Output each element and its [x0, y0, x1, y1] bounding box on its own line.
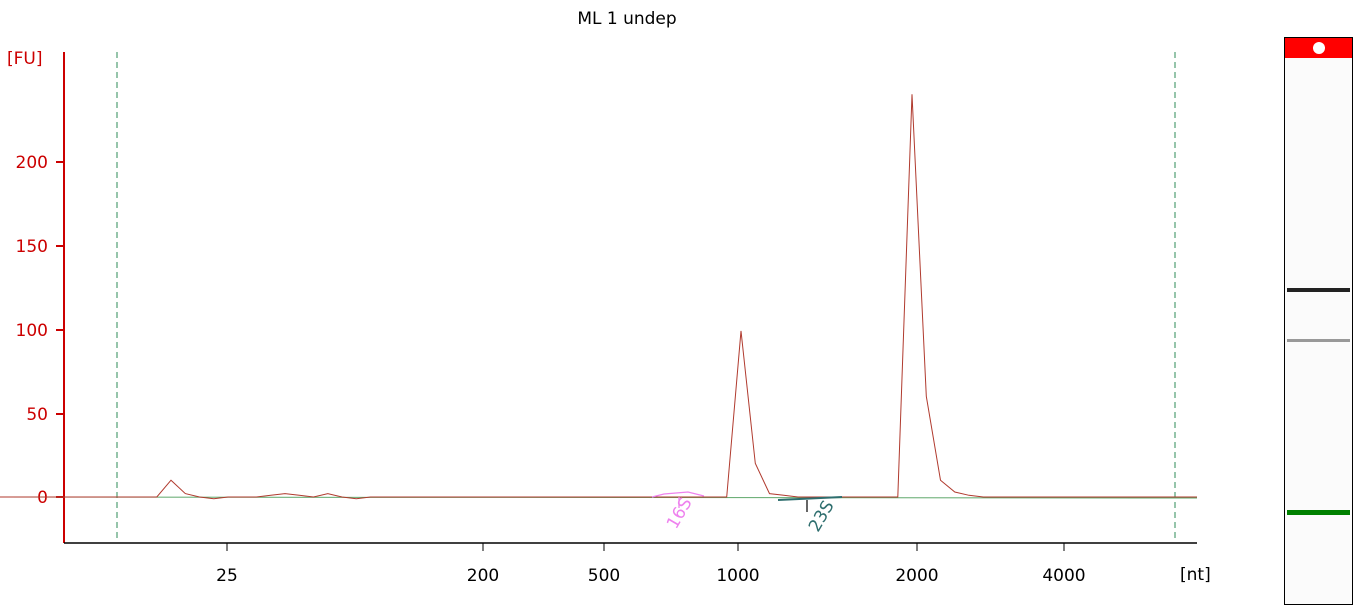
y-tick-label: 50	[26, 405, 48, 425]
gel-band-16s	[1287, 339, 1350, 342]
gel-marker-icon	[1313, 42, 1325, 54]
x-tick-label: 25	[216, 566, 238, 586]
y-tick-label: 150	[16, 237, 48, 257]
y-axis-unit: [FU]	[7, 49, 43, 69]
x-ticks: 25 200 500 1000 2000 4000	[216, 543, 1086, 586]
chart-title: ML 1 undep	[577, 9, 676, 29]
gel-band-marker	[1287, 510, 1350, 515]
x-tick-label: 1000	[716, 566, 759, 586]
23s-peak-baseline	[777, 496, 843, 501]
y-ticks: 0 50 100 150 200	[16, 153, 64, 508]
x-tick-label: 2000	[895, 566, 938, 586]
y-tick-label: 200	[16, 153, 48, 173]
16s-peak-baseline	[651, 491, 705, 498]
gel-marker-band	[1285, 38, 1352, 58]
y-tick-label: 0	[37, 488, 48, 508]
signal-trace	[0, 94, 1197, 500]
gel-lane	[1284, 37, 1353, 605]
x-tick-label: 4000	[1042, 566, 1085, 586]
16s-label: 16S	[663, 494, 697, 532]
gel-band-23s	[1287, 288, 1350, 292]
x-tick-label: 500	[588, 566, 620, 586]
23s-label: 23S	[805, 497, 839, 535]
y-tick-label: 100	[16, 321, 48, 341]
x-axis-unit: [nt]	[1180, 565, 1211, 585]
x-tick-label: 200	[467, 566, 499, 586]
